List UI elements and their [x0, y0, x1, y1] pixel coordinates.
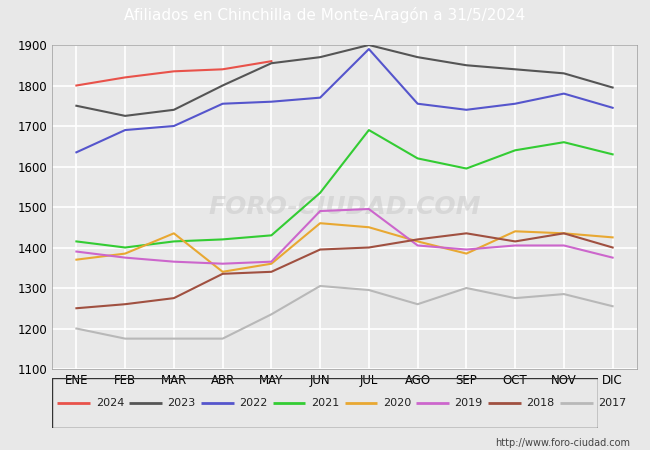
- Text: 2018: 2018: [526, 398, 554, 408]
- Text: 2017: 2017: [598, 398, 626, 408]
- Text: 2019: 2019: [454, 398, 483, 408]
- Text: Afiliados en Chinchilla de Monte-Aragón a 31/5/2024: Afiliados en Chinchilla de Monte-Aragón …: [124, 7, 526, 22]
- Text: 2021: 2021: [311, 398, 339, 408]
- Text: http://www.foro-ciudad.com: http://www.foro-ciudad.com: [495, 438, 630, 448]
- Text: 2023: 2023: [168, 398, 196, 408]
- Text: 2024: 2024: [96, 398, 124, 408]
- Text: FORO-CIUDAD.COM: FORO-CIUDAD.COM: [208, 195, 481, 219]
- Text: 2022: 2022: [239, 398, 268, 408]
- Text: 2020: 2020: [383, 398, 411, 408]
